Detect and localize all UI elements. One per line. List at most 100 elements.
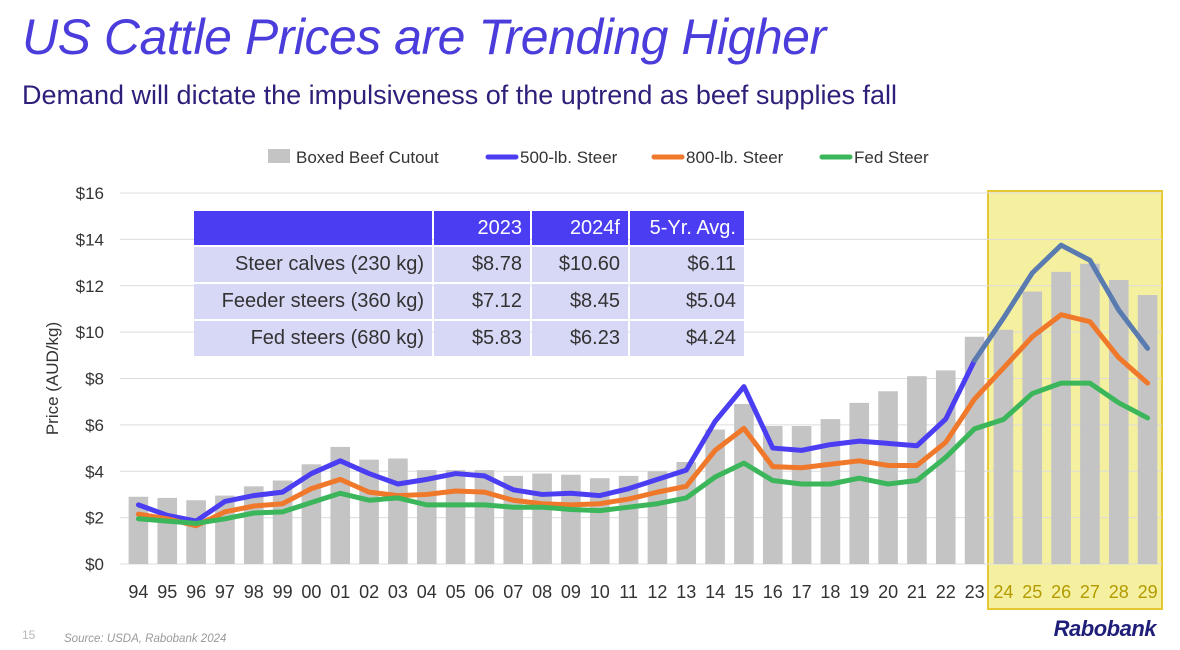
x-tick-label: 27: [1080, 582, 1100, 602]
bar-boxed-beef-27: [1080, 263, 1100, 564]
bar-boxed-beef-17: [791, 426, 812, 564]
legend-fed-steer-label: Fed Steer: [854, 148, 929, 167]
bar-boxed-beef-08: [532, 473, 552, 564]
x-tick-label: 11: [619, 582, 638, 602]
table-row-label: Fed steers (680 kg): [194, 321, 432, 356]
page-subtitle: Demand will dictate the impulsiveness of…: [22, 80, 897, 110]
x-tick-label: 98: [244, 582, 264, 602]
bar-boxed-beef-09: [561, 474, 581, 564]
table-header-2023: 2023: [434, 211, 530, 245]
x-tick-label: 06: [474, 582, 494, 602]
series-line-fed-steer: [135, 380, 1151, 526]
bar-boxed-beef-14: [705, 429, 725, 564]
legend-500lb-steer-label: 500-lb. Steer: [520, 148, 618, 167]
table-header-5yr-avg: 5-Yr. Avg.: [630, 211, 744, 245]
series-line-500lb-steer-forecast: [972, 242, 1151, 363]
x-tick-label: 20: [878, 582, 898, 602]
bar-boxed-beef-19: [849, 402, 870, 564]
x-tick-label: 19: [849, 582, 869, 602]
bar-boxed-beef-01: [330, 446, 351, 564]
legend-boxed-beef-label: Boxed Beef Cutout: [296, 148, 439, 167]
x-tick-label: 97: [215, 582, 235, 602]
legend-boxed-beef-swatch: [268, 149, 290, 163]
table-header-2024f: 2024f: [532, 211, 628, 245]
forecast-highlight-box: [987, 190, 1163, 610]
x-tick-label: 23: [965, 582, 985, 602]
bar-boxed-beef-15: [734, 404, 754, 564]
page-number: 15: [22, 628, 36, 642]
x-tick-label: 12: [647, 582, 667, 602]
x-tick-label: 25: [1022, 582, 1042, 602]
x-tick-label: 95: [157, 582, 177, 602]
table-row: Steer calves (230 kg) $8.78 $10.60 $6.11: [194, 247, 744, 282]
bar-boxed-beef-21: [907, 376, 927, 564]
bar-boxed-beef-06: [474, 470, 495, 564]
x-tick-label: 02: [359, 582, 379, 602]
rabobank-logo: Rabobank: [1053, 616, 1157, 641]
x-tick-label: 00: [301, 582, 321, 602]
bar-boxed-beef-12: [647, 471, 668, 564]
x-tick-label: 17: [792, 582, 812, 602]
y-tick-label: $4: [85, 462, 104, 481]
y-tick-label: $10: [76, 323, 104, 342]
table-row-label: Steer calves (230 kg): [194, 247, 432, 282]
x-tick-label: 04: [417, 582, 437, 602]
x-tick-label: 05: [446, 582, 466, 602]
y-axis-label: Price (AUD/kg): [43, 322, 62, 435]
table-cell: $10.60: [532, 247, 628, 282]
y-tick-label: $14: [76, 230, 104, 249]
x-tick-label: 22: [936, 582, 956, 602]
bar-boxed-beef-22: [935, 370, 956, 564]
x-tick-label: 21: [907, 582, 927, 602]
x-tick-label: 07: [503, 582, 523, 602]
x-tick-label: 26: [1051, 582, 1071, 602]
bar-boxed-beef-24: [993, 329, 1014, 564]
x-tick-label: 03: [388, 582, 408, 602]
y-tick-label: $8: [85, 370, 104, 389]
series-line-500lb-steer: [135, 357, 978, 524]
page-title: US Cattle Prices are Trending Higher: [22, 9, 826, 65]
y-tick-label: $12: [76, 277, 104, 296]
bar-boxed-beef-03: [388, 458, 408, 564]
x-tick-label: 28: [1109, 582, 1129, 602]
bar-boxed-beef-05: [445, 470, 466, 564]
table-cell: $8.78: [434, 247, 530, 282]
x-tick-label: 09: [561, 582, 581, 602]
x-tick-label: 13: [676, 582, 696, 602]
series-line-800lb-steer: [135, 312, 1151, 529]
table-cell: $6.23: [532, 321, 628, 356]
bar-boxed-beef-04: [416, 470, 437, 564]
x-tick-label: 29: [1138, 582, 1158, 602]
table-cell: $6.11: [630, 247, 744, 282]
table-row: Fed steers (680 kg) $5.83 $6.23 $4.24: [194, 321, 744, 356]
bar-boxed-beef-26: [1051, 271, 1071, 564]
bar-boxed-beef-10: [589, 478, 610, 564]
bar-boxed-beef-95: [157, 497, 178, 564]
bar-boxed-beef-96: [186, 500, 206, 564]
x-tick-label: 16: [763, 582, 783, 602]
bar-boxed-beef-29: [1137, 295, 1158, 564]
table-cell: $4.24: [630, 321, 744, 356]
legend-800lb-steer-label: 800-lb. Steer: [686, 148, 784, 167]
y-tick-label: $16: [76, 184, 104, 203]
y-tick-label: $2: [85, 509, 104, 528]
table-cell: $5.83: [434, 321, 530, 356]
table-cell: $8.45: [532, 284, 628, 319]
x-tick-label: 14: [705, 582, 725, 602]
x-tick-label: 08: [532, 582, 552, 602]
table-cell: $7.12: [434, 284, 530, 319]
y-tick-label: $6: [85, 416, 104, 435]
bar-boxed-beef-20: [878, 391, 898, 564]
x-tick-label: 10: [590, 582, 610, 602]
bar-boxed-beef-02: [359, 459, 379, 564]
x-tick-label: 18: [820, 582, 840, 602]
x-tick-label: 24: [993, 582, 1013, 602]
bar-boxed-beef-25: [1022, 291, 1043, 564]
source-note: Source: USDA, Rabobank 2024: [64, 633, 227, 645]
y-tick-label: $0: [85, 555, 104, 574]
table-row: Feeder steers (360 kg) $7.12 $8.45 $5.04: [194, 284, 744, 319]
x-tick-label: 01: [330, 582, 350, 602]
bar-boxed-beef-18: [820, 419, 841, 564]
x-tick-label: 99: [273, 582, 293, 602]
